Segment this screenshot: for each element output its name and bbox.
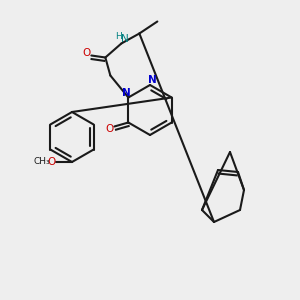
Text: CH₃: CH₃ xyxy=(34,158,50,166)
Text: O: O xyxy=(82,49,91,58)
Text: H: H xyxy=(115,32,122,41)
Text: N: N xyxy=(122,34,129,44)
Text: N: N xyxy=(122,88,131,98)
Text: O: O xyxy=(105,124,113,134)
Text: N: N xyxy=(148,75,156,85)
Text: O: O xyxy=(48,157,56,167)
